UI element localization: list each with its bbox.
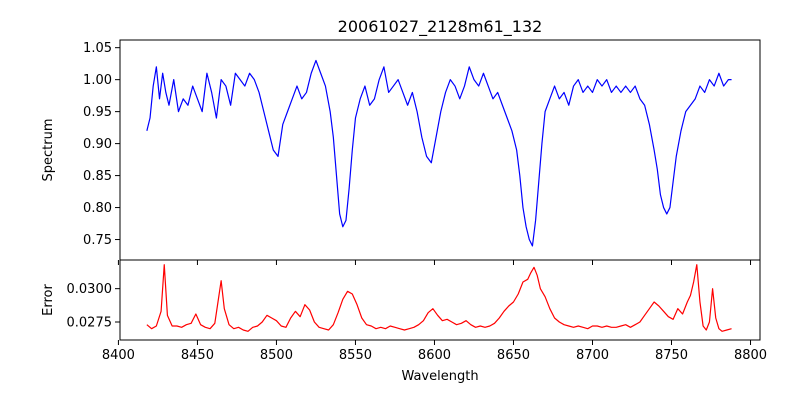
spectrum-y-tick-label: 1.05 xyxy=(83,41,112,56)
error-x-axis-label: Wavelength xyxy=(401,369,478,384)
error-x-tick-label: 8550 xyxy=(339,348,372,363)
spectrum-y-tick-label: 0.80 xyxy=(83,201,112,216)
spectrum-y-axis-label: Spectrum xyxy=(41,119,56,182)
spectrum-panel: 0.75 0.80 0.85 0.90 0.95 1.00 1.05 Spectrum xyxy=(41,39,761,265)
error-x-tick-label: 8450 xyxy=(181,348,214,363)
error-y-tick-label: 0.0300 xyxy=(67,282,113,297)
error-panel: 8400 8450 8500 8550 8600 8650 8700 8750 8800 0.0… xyxy=(41,259,767,384)
error-x-tick-label: 8650 xyxy=(497,348,530,363)
spectrum-y-tick-label: 0.85 xyxy=(83,169,112,184)
spectrum-x-ticks xyxy=(117,260,752,265)
spectrum-y-tick-label: 0.95 xyxy=(83,105,112,120)
error-y-tick-label: 0.0275 xyxy=(67,316,113,331)
spectrum-y-tick-label: 1.00 xyxy=(83,73,112,88)
error-x-tick-label: 8700 xyxy=(576,348,609,363)
error-x-tick-label: 8800 xyxy=(734,348,767,363)
error-series-line xyxy=(146,264,732,332)
spectrum-y-tick-label: 0.75 xyxy=(83,233,112,248)
error-axes-frame xyxy=(119,259,761,341)
error-y-axis-label: Error xyxy=(41,284,56,316)
spectrum-series-line xyxy=(146,59,732,247)
spectrum-y-ticks: 0.75 0.80 0.85 0.90 0.95 1.00 1.05 xyxy=(83,41,120,248)
error-x-tick-label: 8400 xyxy=(102,348,135,363)
spectrum-y-tick-label: 0.90 xyxy=(83,137,112,152)
error-x-tick-label: 8750 xyxy=(655,348,688,363)
spectrum-chart-title: 20061027_2128m61_132 xyxy=(338,17,543,37)
error-x-tick-label: 8500 xyxy=(260,348,293,363)
error-x-tick-label: 8600 xyxy=(418,348,451,363)
error-y-ticks: 0.0275 0.0300 xyxy=(67,282,120,331)
error-x-ticks: 8400 8450 8500 8550 8600 8650 8700 8750 8800 xyxy=(102,340,767,363)
